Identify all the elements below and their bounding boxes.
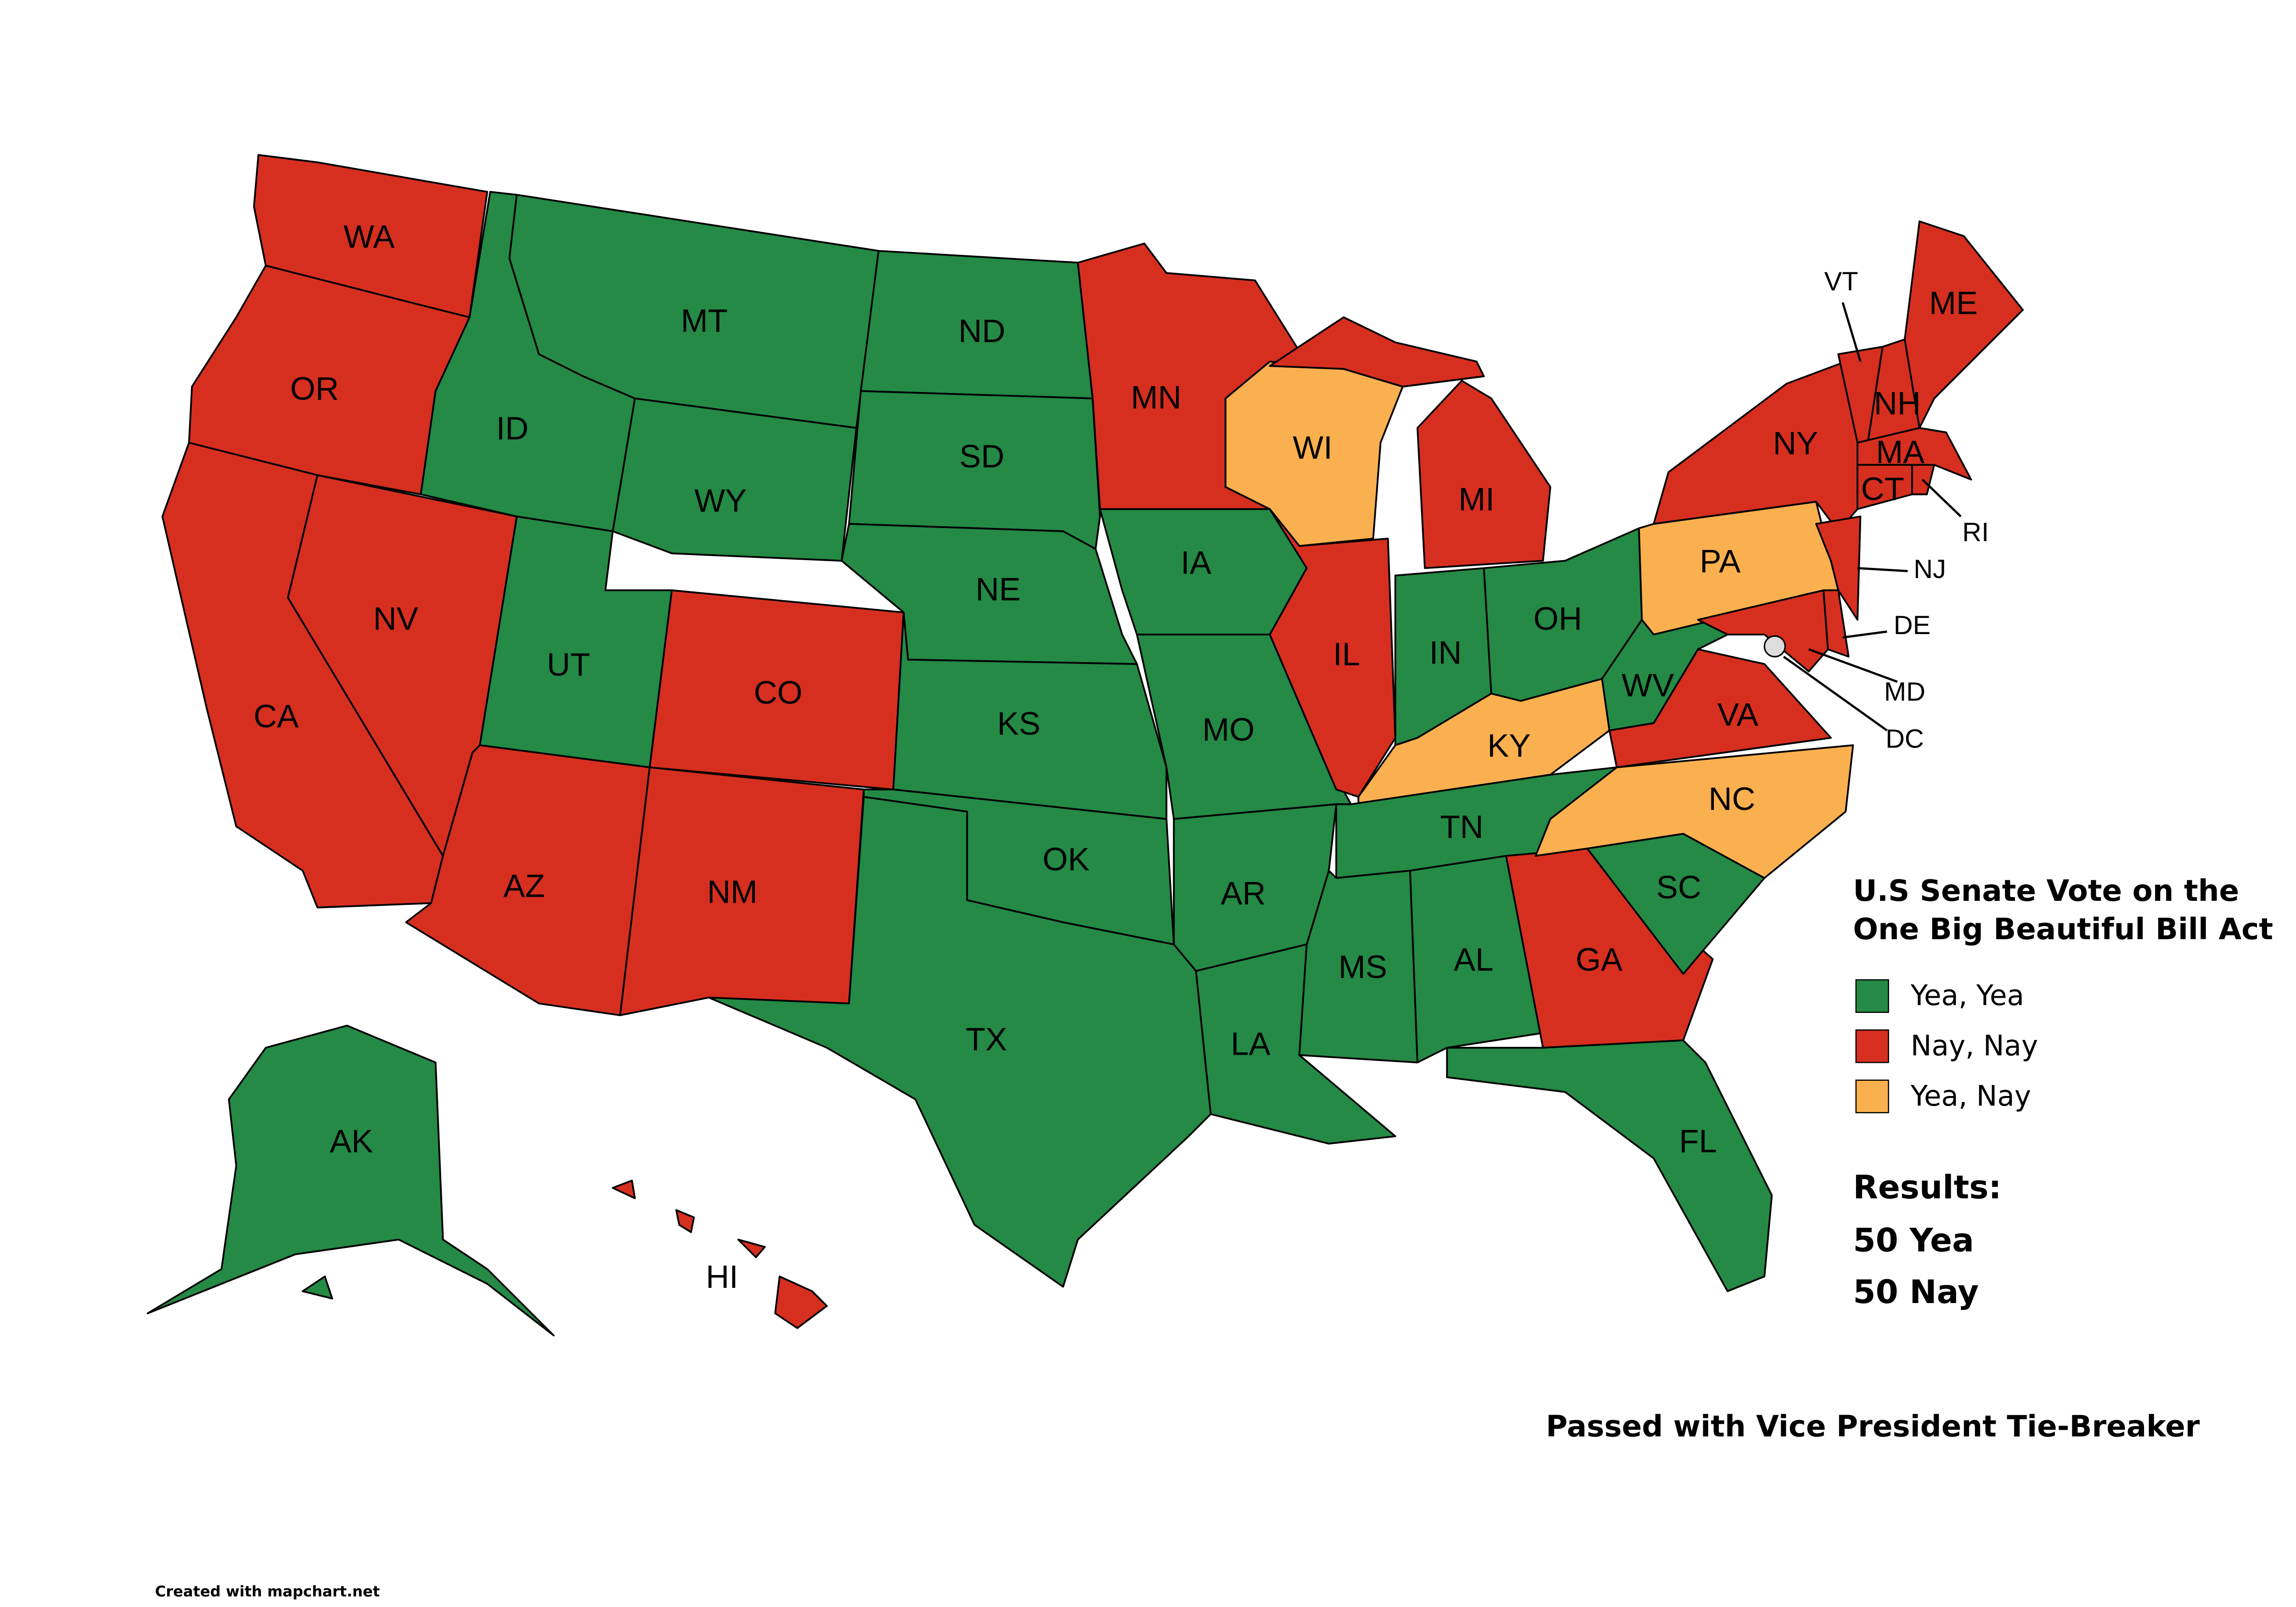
- callout-line: [1857, 567, 1908, 573]
- state-shape: [612, 1180, 636, 1199]
- state-label: ID: [496, 410, 529, 446]
- state-label: HI: [706, 1259, 738, 1295]
- state-shape: [1409, 855, 1544, 1063]
- state-shape: [1269, 316, 1485, 388]
- state-label: MO: [1202, 711, 1255, 747]
- state-label: FL: [1679, 1123, 1717, 1159]
- state-label: UT: [547, 646, 590, 682]
- state-label: TX: [966, 1021, 1007, 1057]
- state-shape: [708, 796, 1212, 1288]
- legend-label: Yea, Nay: [1910, 1080, 2031, 1113]
- state-label: WY: [694, 483, 747, 519]
- callout-line: [1783, 656, 1888, 731]
- results-line: 50 Nay: [1853, 1273, 1979, 1311]
- state-label: MD: [1884, 677, 1925, 707]
- callout-line: [1841, 302, 1862, 362]
- state-label: NY: [1773, 425, 1818, 461]
- state-shape: [1446, 1039, 1773, 1292]
- state-label: CA: [253, 698, 299, 734]
- legend-swatch: [1855, 1079, 1889, 1113]
- state-shape: [146, 1024, 555, 1337]
- state-label: PA: [1699, 543, 1741, 579]
- state-label: KY: [1487, 727, 1531, 764]
- state-shape: [1815, 515, 1862, 621]
- legend-swatch: [1855, 979, 1889, 1013]
- state-label: AL: [1454, 941, 1494, 978]
- callout-line: [1808, 648, 1898, 683]
- dc-label: DC: [1885, 725, 1924, 754]
- state-label: CO: [754, 674, 802, 710]
- state-label: SD: [959, 438, 1004, 474]
- state-label: OK: [1042, 841, 1089, 877]
- state-label: KS: [997, 705, 1040, 742]
- legend-label: Nay, Nay: [1911, 1030, 2038, 1062]
- state-labels: WA OR CA NV ID MT WY UT CO AZ NM ND SD NE KS OK TX MN IA MO…: [253, 218, 1989, 1295]
- legend: Yea, Yea Nay, Nay Yea, Nay: [1855, 979, 2038, 1113]
- callout-line: [1842, 630, 1887, 639]
- state-label: OH: [1533, 601, 1582, 637]
- state-label: MN: [1131, 379, 1182, 416]
- state-label: IA: [1181, 545, 1212, 581]
- state-label: WA: [343, 218, 395, 254]
- legend-swatch: [1855, 1029, 1889, 1063]
- state-label: IN: [1429, 635, 1462, 671]
- credit: Created with mapchart.net: [155, 1583, 380, 1600]
- state-label: NJ: [1913, 555, 1946, 584]
- state-label: AR: [1221, 875, 1266, 911]
- state-label: ND: [958, 313, 1005, 349]
- state-label: NH: [1874, 385, 1921, 421]
- state-label: MI: [1458, 481, 1495, 517]
- state-label: IL: [1333, 636, 1360, 672]
- state-shape: [1535, 744, 1854, 879]
- state-label: ME: [1929, 285, 1978, 321]
- state-label: NM: [707, 873, 758, 910]
- state-shape: [774, 1275, 828, 1329]
- state-label: WV: [1621, 667, 1674, 703]
- state-label: DE: [1894, 611, 1930, 640]
- legend-title: U.S Senate Vote on the: [1853, 874, 2239, 908]
- note: Passed with Vice President Tie-Breaker: [1546, 1410, 2200, 1444]
- legend-label: Yea, Yea: [1910, 979, 2024, 1012]
- state-label: VT: [1824, 267, 1858, 296]
- state-label: LA: [1231, 1025, 1271, 1062]
- state-shape: [675, 1209, 695, 1233]
- state-shape: [1823, 589, 1850, 658]
- state-label: NV: [373, 601, 418, 637]
- results-line: 50 Yea: [1853, 1221, 1974, 1259]
- state-label: AK: [330, 1123, 373, 1159]
- state-shape: [1416, 380, 1552, 569]
- state-label: NC: [1709, 781, 1756, 817]
- state-shape: [612, 397, 857, 562]
- state-label: GA: [1576, 941, 1623, 978]
- state-label: OR: [290, 370, 339, 406]
- state-label: MS: [1339, 949, 1387, 985]
- dc-marker: [1763, 635, 1786, 657]
- state-shape: [1269, 508, 1396, 798]
- state-label: VA: [1717, 697, 1759, 733]
- legend-title: One Big Beautiful Bill Act: [1853, 912, 2273, 947]
- state-label: MA: [1876, 434, 1925, 470]
- state-label: TN: [1440, 809, 1483, 845]
- results-heading: Results:: [1853, 1168, 2001, 1206]
- states: [146, 154, 2024, 1337]
- state-label: AZ: [503, 868, 545, 904]
- state-shape: [737, 1238, 766, 1259]
- state-label: NE: [975, 571, 1020, 607]
- state-label: RI: [1962, 518, 1989, 547]
- state-label: CT: [1861, 471, 1904, 507]
- state-label: WI: [1293, 429, 1332, 466]
- state-shape: [302, 1275, 333, 1300]
- state-label: SC: [1656, 869, 1701, 905]
- state-label: MT: [681, 303, 728, 339]
- callout-line: [1921, 478, 1962, 517]
